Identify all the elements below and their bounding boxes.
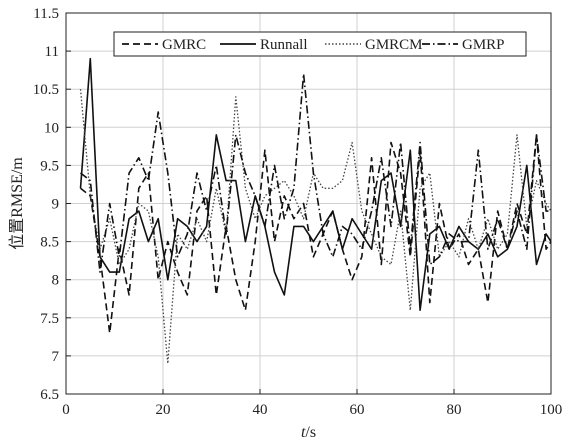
legend-box	[113, 31, 527, 57]
y-tick-label: 8	[52, 273, 60, 289]
x-tick-label: 80	[447, 402, 462, 418]
y-tick-label: 11.5	[33, 6, 59, 22]
x-axis-label-var: t	[301, 424, 306, 440]
legend-item-gmrcm: GMRCM	[325, 37, 423, 53]
legend-label: GMRP	[462, 37, 505, 53]
series-layer	[79, 57, 552, 365]
series-line-gmrcm	[79, 89, 552, 365]
y-tick-label: 9.5	[40, 158, 59, 174]
legend: GMRC Runnall GMRCM GMRP	[113, 31, 527, 57]
legend-label: Runnall	[260, 37, 308, 53]
legend-label: GMRC	[162, 37, 206, 53]
legend-item-gmrc: GMRC	[122, 37, 206, 53]
ticks: 0 20 40 60 80 100 6.5 7 7.5 8 8.5 9 9.5 10 10.5 11 11.5	[33, 6, 563, 418]
y-tick-label: 8.5	[40, 235, 59, 251]
x-axis-label: t/s	[301, 424, 316, 440]
legend-item-runnall: Runnall	[220, 37, 308, 53]
series-line-gmrc	[80, 134, 552, 334]
x-tick-label: 100	[540, 402, 563, 418]
y-tick-label: 10	[44, 120, 59, 136]
y-tick-label: 6.5	[40, 387, 59, 403]
legend-label: GMRCM	[365, 37, 423, 53]
y-tick-label: 10.5	[33, 82, 59, 98]
x-axis-label-unit: /s	[305, 424, 316, 440]
y-tick-label: 7.5	[40, 311, 59, 327]
x-tick-label: 20	[156, 402, 171, 418]
y-tick-label: 11	[45, 44, 59, 60]
legend-item-gmrp: GMRP	[422, 37, 505, 53]
x-tick-label: 60	[350, 402, 365, 418]
y-tick-label: 7	[52, 349, 60, 365]
y-axis-label: 位置RMSE/m	[8, 157, 26, 250]
y-tick-label: 9	[52, 197, 60, 213]
series-line-gmrp	[80, 73, 551, 273]
x-tick-label: 0	[62, 402, 70, 418]
series-line-runnall	[79, 57, 552, 311]
x-tick-label: 40	[253, 402, 268, 418]
